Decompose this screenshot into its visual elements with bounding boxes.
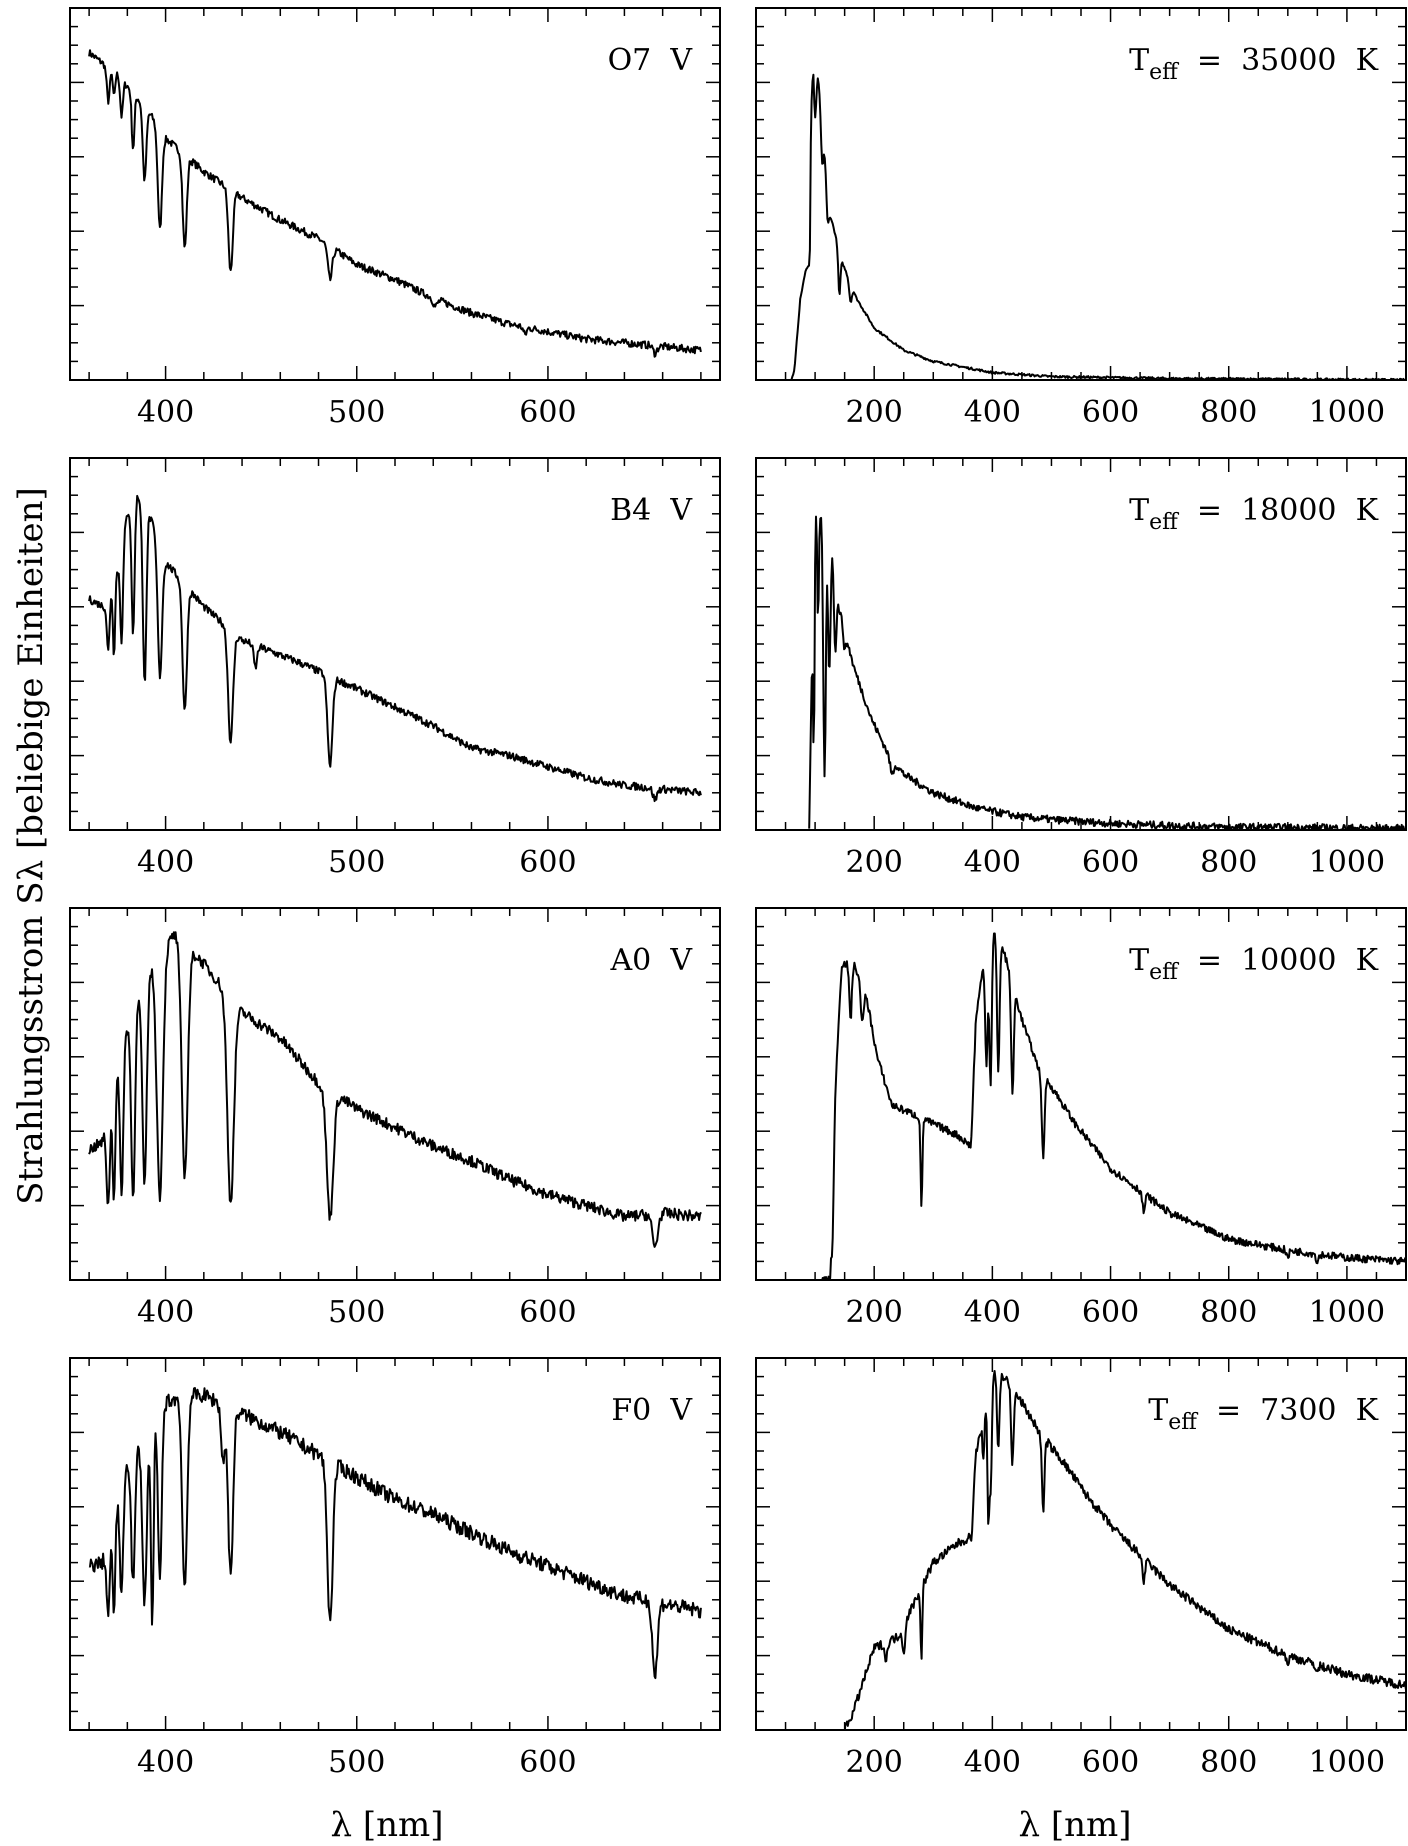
spectrum-line: [88, 49, 702, 358]
x-axis-label-right: λ [nm]: [1018, 1805, 1131, 1845]
x-tick-label: 400: [137, 845, 194, 880]
x-tick-label: 400: [137, 395, 194, 430]
spectrum-panel: 200 400 600 800 1000 Teff = 35000 K: [755, 7, 1407, 430]
x-tick-label: 600: [519, 395, 576, 430]
spectrum-panel: 200 400 600 800 1000 Teff = 7300 K: [755, 1357, 1407, 1780]
spectrum-line: [88, 1387, 702, 1680]
spectrum-line: [790, 73, 1406, 380]
spectrum-panel: 200 400 600 800 1000 Teff = 10000 K: [755, 907, 1407, 1330]
spectrum-line: [843, 1370, 1406, 1730]
x-tick-label: 1000: [1309, 845, 1385, 880]
panel-label: B4 V: [610, 493, 693, 528]
x-tick-label: 800: [1200, 1745, 1257, 1780]
x-tick-label: 1000: [1309, 1745, 1385, 1780]
x-tick-label: 600: [1082, 395, 1139, 430]
x-tick-label: 400: [964, 1295, 1021, 1330]
spectrum-panel: 400 500 600 A0 V: [69, 907, 721, 1330]
x-tick-label: 600: [1082, 1295, 1139, 1330]
spectrum-line: [88, 494, 702, 803]
x-tick-label: 600: [519, 845, 576, 880]
x-tick-label: 600: [519, 1745, 576, 1780]
spectrum-line: [808, 515, 1406, 830]
spectrum-panel: 200 400 600 800 1000 Teff = 18000 K: [755, 457, 1407, 880]
x-tick-label: 400: [137, 1295, 194, 1330]
x-tick-label: 200: [846, 1745, 903, 1780]
x-axis-label-left: λ [nm]: [330, 1805, 443, 1845]
x-tick-label: 400: [964, 1745, 1021, 1780]
panel-label: Teff = 7300 K: [1148, 1393, 1378, 1435]
panel-grid: 400 500 600 O7 V 200 400 600 800 1000 Teff = 3500…: [69, 7, 1407, 1780]
x-tick-label: 600: [1082, 845, 1139, 880]
panel-label: F0 V: [611, 1393, 693, 1428]
panel-label: Teff = 35000 K: [1129, 43, 1378, 85]
spectrum-panel: 400 500 600 B4 V: [69, 457, 721, 880]
panel-label: A0 V: [610, 943, 694, 978]
x-tick-label: 500: [328, 1745, 385, 1780]
y-axis-label: Strahlungsstrom Sλ [beliebige Einheiten]: [11, 487, 51, 1205]
x-tick-label: 600: [1082, 1745, 1139, 1780]
spectrum-line: [820, 932, 1406, 1280]
spectrum-line: [88, 931, 702, 1248]
x-tick-label: 600: [519, 1295, 576, 1330]
x-tick-label: 400: [964, 845, 1021, 880]
panel-label: O7 V: [608, 43, 694, 78]
spectrum-panel: 400 500 600 F0 V: [69, 1357, 721, 1780]
panel-label: Teff = 10000 K: [1129, 943, 1378, 985]
x-tick-label: 1000: [1309, 395, 1385, 430]
x-tick-label: 500: [328, 845, 385, 880]
x-tick-label: 400: [964, 395, 1021, 430]
x-tick-label: 200: [846, 1295, 903, 1330]
x-tick-label: 800: [1200, 845, 1257, 880]
x-tick-label: 1000: [1309, 1295, 1385, 1330]
x-tick-label: 200: [846, 395, 903, 430]
panel-label: Teff = 18000 K: [1129, 493, 1378, 535]
spectrum-panel: 400 500 600 O7 V: [69, 7, 721, 430]
x-tick-label: 400: [137, 1745, 194, 1780]
x-tick-label: 500: [328, 1295, 385, 1330]
x-tick-label: 800: [1200, 395, 1257, 430]
x-tick-label: 500: [328, 395, 385, 430]
x-tick-label: 200: [846, 845, 903, 880]
x-tick-label: 800: [1200, 1295, 1257, 1330]
